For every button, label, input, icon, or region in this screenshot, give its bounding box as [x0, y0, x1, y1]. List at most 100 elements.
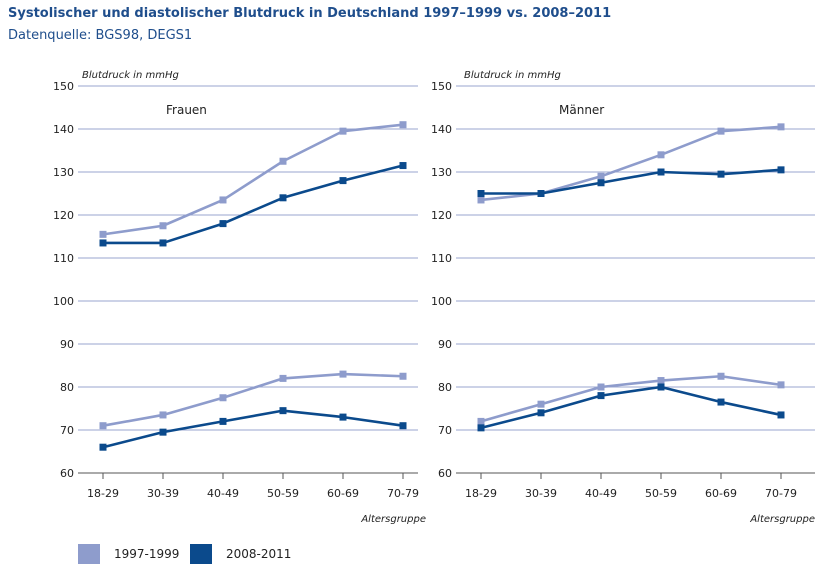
data-point-frauen-1-60-69: [339, 177, 347, 185]
y-tick-frauen-100: 100: [53, 295, 74, 308]
data-point-frauen-1-50-59: [279, 194, 287, 202]
data-point-frauen-2-50-59: [279, 374, 287, 382]
data-point-maenner-3-40-49: [597, 392, 605, 400]
data-point-frauen-3-70-79: [399, 422, 407, 430]
data-point-frauen-0-40-49: [219, 196, 227, 204]
data-point-maenner-2-60-69: [717, 372, 725, 380]
data-point-maenner-2-70-79: [777, 381, 785, 389]
data-point-frauen-3-30-39: [159, 428, 167, 436]
data-point-maenner-1-60-69: [717, 170, 725, 178]
data-point-maenner-1-50-59: [657, 168, 665, 176]
data-point-maenner-0-40-49: [597, 172, 605, 180]
legend-swatch-1997-1999: [78, 544, 100, 564]
data-point-maenner-1-40-49: [597, 179, 605, 187]
data-point-maenner-3-18-29: [477, 424, 485, 432]
data-point-frauen-1-40-49: [219, 220, 227, 228]
series-line-maenner-2: [480, 374, 782, 423]
data-point-frauen-1-70-79: [399, 162, 407, 170]
series-line-maenner-1: [481, 168, 782, 195]
y-tick-frauen-140: 140: [53, 123, 74, 136]
x-tick-maenner-50-59: 50-59: [645, 487, 677, 500]
y-tick-maenner-70: 70: [438, 424, 452, 437]
y-tick-frauen-110: 110: [53, 252, 74, 265]
data-point-frauen-3-50-59: [279, 407, 287, 415]
data-point-maenner-3-30-39: [537, 409, 545, 417]
y-tick-maenner-100: 100: [431, 295, 452, 308]
data-point-frauen-2-18-29: [99, 422, 107, 430]
y-tick-maenner-150: 150: [431, 80, 452, 93]
data-point-maenner-2-40-49: [597, 383, 605, 391]
panel-label-maenner: Männer: [559, 103, 604, 117]
x-tick-maenner-70-79: 70-79: [765, 487, 797, 500]
series-line-frauen-2: [102, 372, 404, 427]
x-tick-frauen-18-29: 18-29: [87, 487, 119, 500]
x-tick-maenner-18-29: 18-29: [465, 487, 497, 500]
data-point-frauen-3-40-49: [219, 417, 227, 425]
x-tick-frauen-70-79: 70-79: [387, 487, 419, 500]
y-tick-maenner-130: 130: [431, 166, 452, 179]
series-line-maenner-3: [480, 385, 782, 430]
x-tick-frauen-50-59: 50-59: [267, 487, 299, 500]
x-tick-frauen-30-39: 30-39: [147, 487, 179, 500]
chart-title: Systolischer und diastolischer Blutdruck…: [8, 6, 612, 21]
data-point-maenner-0-70-79: [777, 123, 785, 131]
data-point-frauen-3-60-69: [339, 413, 347, 421]
y-axis-label-maenner: Blutdruck in mmHg: [464, 70, 561, 81]
x-tick-frauen-60-69: 60-69: [327, 487, 359, 500]
y-tick-frauen-90: 90: [60, 338, 74, 351]
x-axis-label-maenner: Altersgruppe: [749, 514, 815, 525]
series-line-frauen-3: [102, 409, 404, 449]
y-tick-frauen-120: 120: [53, 209, 74, 222]
data-point-maenner-2-50-59: [657, 377, 665, 385]
data-point-frauen-1-30-39: [159, 239, 167, 247]
data-point-frauen-2-30-39: [159, 411, 167, 419]
series-line-maenner-0: [480, 125, 782, 202]
data-point-frauen-1-18-29: [99, 239, 107, 247]
legend-swatch-2008-2011: [190, 544, 212, 564]
series-line-frauen-1: [103, 164, 404, 245]
data-point-maenner-2-18-29: [477, 417, 485, 425]
y-tick-frauen-80: 80: [60, 381, 74, 394]
y-tick-maenner-60: 60: [438, 467, 452, 480]
data-point-frauen-0-30-39: [159, 222, 167, 230]
x-tick-maenner-60-69: 60-69: [705, 487, 737, 500]
data-point-maenner-0-60-69: [717, 127, 725, 135]
data-point-frauen-3-18-29: [99, 443, 107, 451]
data-point-maenner-3-70-79: [777, 411, 785, 419]
data-point-maenner-1-18-29: [477, 190, 485, 197]
data-point-maenner-3-60-69: [717, 398, 725, 406]
data-point-maenner-1-70-79: [777, 166, 785, 174]
y-tick-maenner-80: 80: [438, 381, 452, 394]
data-point-frauen-2-70-79: [399, 372, 407, 380]
panel-label-frauen: Frauen: [166, 103, 207, 117]
chart-subtitle: Datenquelle: BGS98, DEGS1: [8, 28, 193, 43]
y-tick-frauen-130: 130: [53, 166, 74, 179]
data-point-frauen-2-40-49: [219, 394, 227, 402]
y-tick-maenner-140: 140: [431, 123, 452, 136]
data-point-frauen-0-60-69: [339, 127, 347, 135]
data-point-frauen-0-18-29: [99, 230, 107, 238]
y-tick-frauen-150: 150: [53, 80, 74, 93]
legend-item-2008-2011: 2008-2011: [190, 544, 291, 564]
y-tick-maenner-90: 90: [438, 338, 452, 351]
y-axis-label-frauen: Blutdruck in mmHg: [82, 70, 179, 81]
y-tick-frauen-60: 60: [60, 467, 74, 480]
x-tick-maenner-30-39: 30-39: [525, 487, 557, 500]
data-point-frauen-0-70-79: [399, 121, 407, 129]
legend-item-1997-1999: 1997-1999: [78, 544, 179, 564]
data-point-maenner-0-18-29: [477, 196, 485, 204]
data-point-maenner-0-50-59: [657, 151, 665, 159]
legend-label-2008-2011: 2008-2011: [226, 547, 292, 561]
y-tick-maenner-110: 110: [431, 252, 452, 265]
y-tick-frauen-70: 70: [60, 424, 74, 437]
series-line-frauen-0: [102, 123, 404, 236]
data-point-maenner-2-30-39: [537, 400, 545, 408]
data-point-maenner-1-30-39: [537, 190, 545, 197]
data-point-maenner-3-50-59: [657, 383, 665, 391]
data-point-frauen-0-50-59: [279, 157, 287, 165]
x-tick-frauen-40-49: 40-49: [207, 487, 239, 500]
y-tick-maenner-120: 120: [431, 209, 452, 222]
data-point-frauen-2-60-69: [339, 370, 347, 378]
legend-label-1997-1999: 1997-1999: [114, 547, 180, 561]
